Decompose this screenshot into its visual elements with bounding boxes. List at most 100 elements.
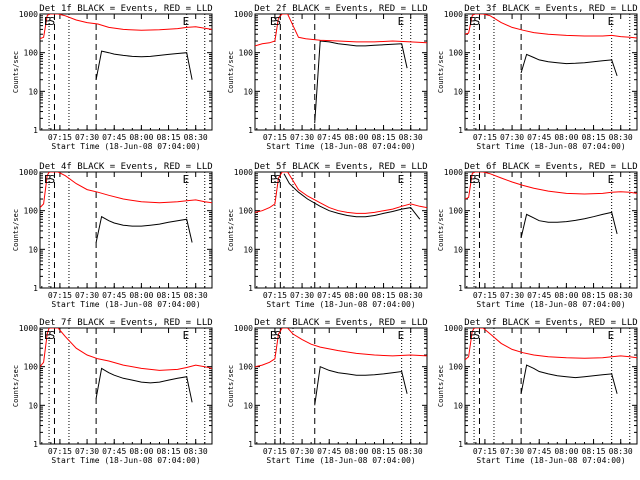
x-tick-label: 07:15 bbox=[473, 291, 497, 300]
x-tick-label: 08:15 bbox=[582, 291, 606, 300]
x-tick-label: 07:15 bbox=[48, 291, 72, 300]
x-tick-label: 08:00 bbox=[129, 291, 153, 300]
lld-series-line bbox=[465, 172, 637, 200]
marker-label: S bbox=[48, 15, 55, 28]
panel-title: Det 5f BLACK = Events, RED = LLD bbox=[254, 162, 427, 172]
y-tick-label: 10 bbox=[243, 87, 253, 96]
lld-series-line bbox=[40, 14, 212, 40]
plot-area bbox=[40, 328, 212, 444]
detector-panel: Det 9f BLACK = Events, RED = LLD 1 10 100 10… bbox=[437, 318, 638, 465]
lld-series-line bbox=[255, 328, 427, 368]
x-tick-label: 08:30 bbox=[184, 291, 208, 300]
plot-area bbox=[255, 328, 427, 444]
x-tick-label: 07:30 bbox=[290, 133, 314, 142]
marker-label: E bbox=[608, 15, 615, 28]
plot-area bbox=[40, 172, 212, 288]
x-tick-label: 08:15 bbox=[157, 291, 181, 300]
detector-panel: Det 6f BLACK = Events, RED = LLD 1 10 100 10… bbox=[437, 162, 638, 309]
y-tick-label: 100 bbox=[449, 363, 464, 372]
y-tick-label: 100 bbox=[24, 49, 39, 58]
plot-frame bbox=[464, 327, 638, 445]
x-tick-label: 08:15 bbox=[372, 133, 396, 142]
x-tick-label: 08:00 bbox=[554, 291, 578, 300]
detector-panel: Det 5f BLACK = Events, RED = LLD 1 10 100 10… bbox=[227, 162, 428, 309]
x-tick-label: 07:45 bbox=[527, 447, 551, 456]
panel-title: Det 1f BLACK = Events, RED = LLD bbox=[39, 4, 212, 14]
plot-frame bbox=[254, 13, 428, 131]
plot-frame bbox=[464, 171, 638, 289]
marker-label: E bbox=[608, 173, 615, 186]
marker-label: E bbox=[398, 15, 405, 28]
marker-label: S bbox=[473, 15, 480, 28]
x-tick-label: 07:15 bbox=[263, 133, 287, 142]
events-series-line bbox=[520, 364, 618, 394]
marker-label: E bbox=[270, 15, 277, 28]
x-tick-label: 08:00 bbox=[344, 447, 368, 456]
events-series-line bbox=[95, 367, 193, 403]
x-tick-label: 07:15 bbox=[263, 291, 287, 300]
panel-title: Det 9f BLACK = Events, RED = LLD bbox=[464, 318, 637, 328]
x-tick-label: 07:15 bbox=[48, 133, 72, 142]
y-tick-label: 100 bbox=[449, 49, 464, 58]
y-tick-label: 1000 bbox=[444, 168, 463, 177]
panel-title: Det 4f BLACK = Events, RED = LLD bbox=[39, 162, 212, 172]
x-tick-label: 08:15 bbox=[157, 447, 181, 456]
y-tick-label: 1000 bbox=[19, 10, 38, 19]
x-tick-label: 08:00 bbox=[129, 133, 153, 142]
x-tick-label: 07:30 bbox=[290, 447, 314, 456]
y-tick-label: 1 bbox=[458, 284, 463, 293]
x-tick-label: 07:45 bbox=[317, 447, 341, 456]
lld-series-line bbox=[40, 172, 212, 208]
marker-label: E bbox=[398, 329, 405, 342]
x-tick-label: 07:45 bbox=[102, 133, 126, 142]
marker-label: E bbox=[270, 329, 277, 342]
marker-label: S bbox=[274, 173, 281, 186]
y-tick-label: 10 bbox=[453, 401, 463, 410]
marker-label: S bbox=[274, 329, 281, 342]
y-axis-label: Counts/sec bbox=[437, 51, 445, 93]
plot-frame bbox=[464, 13, 638, 131]
marker-label: S bbox=[48, 329, 55, 342]
lld-series-line bbox=[465, 14, 637, 39]
y-tick-label: 100 bbox=[449, 207, 464, 216]
marker-label: E bbox=[469, 15, 476, 28]
x-tick-label: 08:30 bbox=[399, 291, 423, 300]
x-tick-label: 07:45 bbox=[527, 291, 551, 300]
x-axis-label: Start Time (18-Jun-08 07:04:00) bbox=[476, 142, 625, 151]
x-axis-label: Start Time (18-Jun-08 07:04:00) bbox=[51, 300, 200, 309]
lld-series-line bbox=[465, 328, 637, 361]
y-tick-label: 10 bbox=[28, 401, 38, 410]
x-axis-label: Start Time (18-Jun-08 07:04:00) bbox=[51, 142, 200, 151]
marker-label: E bbox=[469, 173, 476, 186]
y-tick-label: 10 bbox=[453, 87, 463, 96]
y-tick-label: 1 bbox=[33, 126, 38, 135]
y-tick-label: 10 bbox=[28, 87, 38, 96]
plot-area bbox=[40, 14, 212, 130]
y-tick-label: 1 bbox=[33, 440, 38, 449]
y-tick-label: 10 bbox=[28, 245, 38, 254]
marker-label: E bbox=[183, 329, 190, 342]
x-tick-label: 08:15 bbox=[372, 291, 396, 300]
x-tick-label: 07:30 bbox=[500, 291, 524, 300]
x-tick-label: 08:30 bbox=[399, 447, 423, 456]
x-tick-label: 08:00 bbox=[129, 447, 153, 456]
x-tick-label: 08:15 bbox=[372, 447, 396, 456]
marker-label: S bbox=[473, 173, 480, 186]
lld-series-line bbox=[255, 172, 427, 214]
y-tick-label: 10 bbox=[453, 245, 463, 254]
y-axis-label: Counts/sec bbox=[227, 51, 235, 93]
x-tick-label: 08:30 bbox=[609, 291, 633, 300]
events-series-line bbox=[520, 53, 618, 77]
x-axis-label: Start Time (18-Jun-08 07:04:00) bbox=[476, 300, 625, 309]
x-axis-label: Start Time (18-Jun-08 07:04:00) bbox=[266, 456, 415, 465]
x-tick-label: 07:45 bbox=[317, 291, 341, 300]
lld-series-line bbox=[40, 328, 212, 371]
panel-title: Det 3f BLACK = Events, RED = LLD bbox=[464, 4, 637, 14]
x-tick-label: 07:45 bbox=[317, 133, 341, 142]
plot-frame bbox=[39, 13, 213, 131]
panel-title: Det 8f BLACK = Events, RED = LLD bbox=[254, 318, 427, 328]
y-tick-label: 1 bbox=[458, 440, 463, 449]
x-tick-label: 08:00 bbox=[554, 133, 578, 142]
events-series-line bbox=[95, 215, 193, 243]
y-axis-label: Counts/sec bbox=[12, 51, 20, 93]
